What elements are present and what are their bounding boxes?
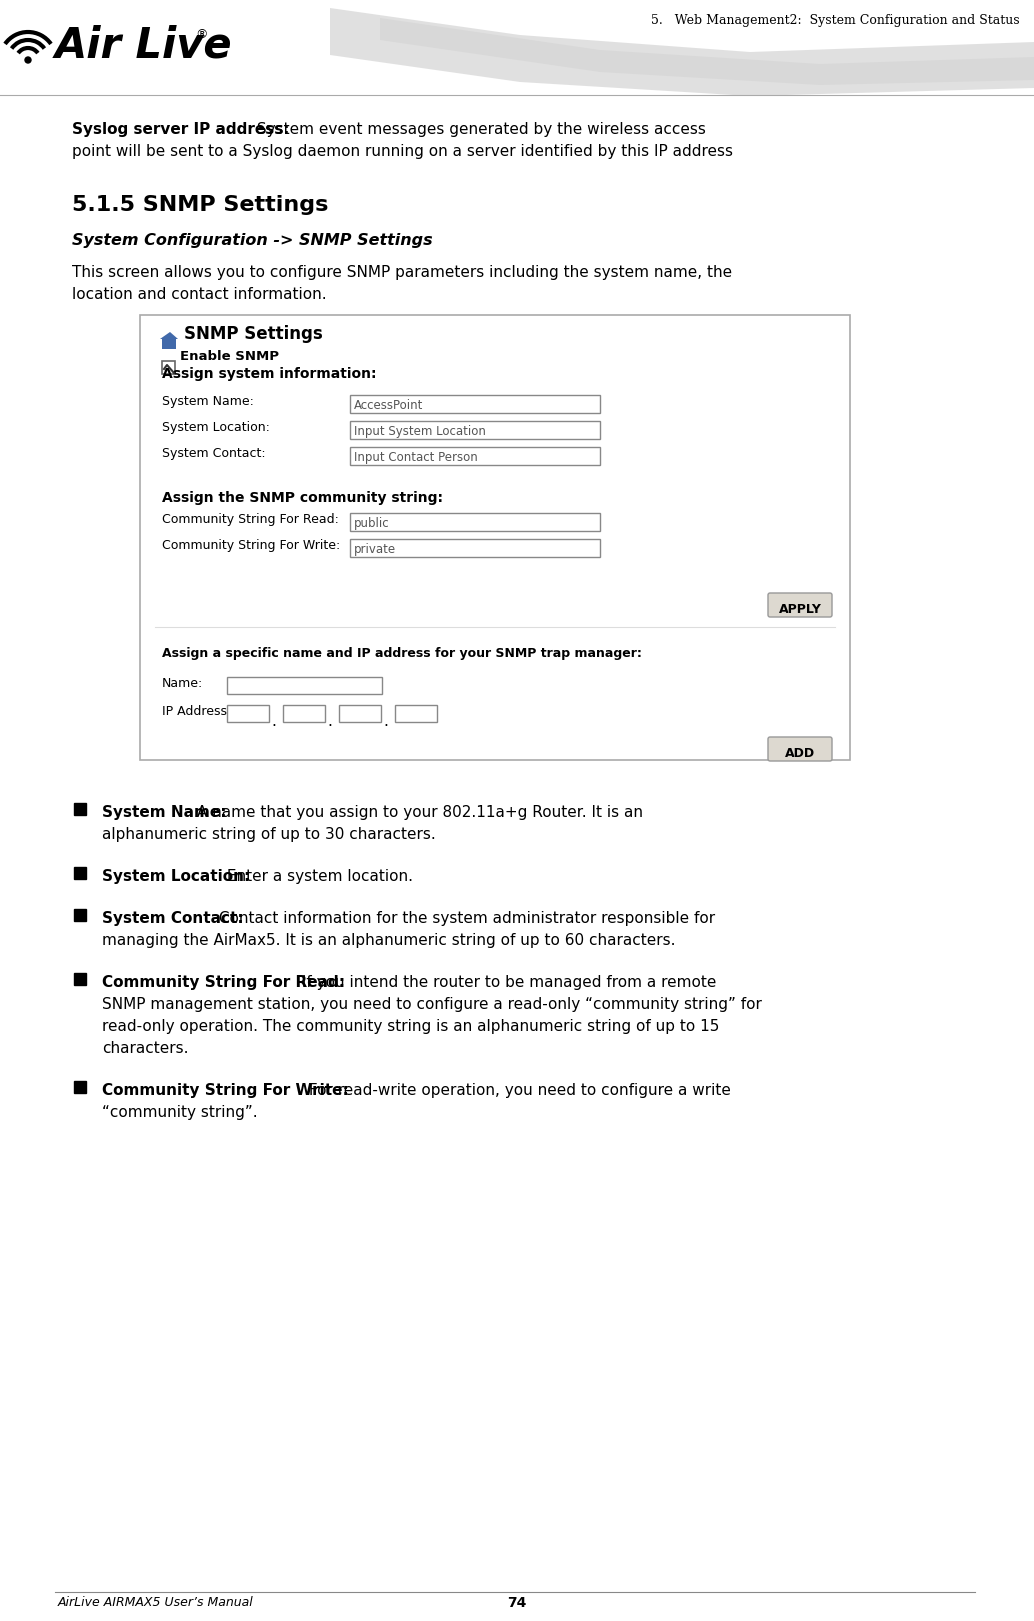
Text: Assign system information:: Assign system information: — [162, 366, 376, 381]
Text: managing the AirMax5. It is an alphanumeric string of up to 60 characters.: managing the AirMax5. It is an alphanume… — [102, 934, 675, 948]
Text: Contact information for the system administrator responsible for: Contact information for the system admin… — [214, 911, 716, 926]
Text: ®: ® — [195, 28, 208, 41]
Bar — [162, 361, 175, 374]
Text: Syslog server IP address:: Syslog server IP address: — [72, 122, 290, 138]
Bar — [74, 973, 86, 986]
Text: Community String For Write:: Community String For Write: — [162, 540, 340, 553]
Text: AirLive AIRMAX5 User’s Manual: AirLive AIRMAX5 User’s Manual — [58, 1597, 253, 1610]
Text: read-only operation. The community string is an alphanumeric string of up to 15: read-only operation. The community strin… — [102, 1020, 720, 1034]
Bar — [162, 339, 176, 349]
Polygon shape — [330, 8, 1034, 96]
Bar — [74, 802, 86, 815]
Text: Enable SNMP: Enable SNMP — [180, 350, 279, 363]
Text: Enter a system location.: Enter a system location. — [222, 869, 413, 883]
Bar — [339, 705, 381, 721]
Text: point will be sent to a Syslog daemon running on a server identified by this IP : point will be sent to a Syslog daemon ru… — [72, 144, 733, 159]
Text: Input System Location: Input System Location — [354, 425, 486, 438]
Text: Air Live: Air Live — [55, 24, 233, 66]
Bar — [349, 512, 600, 532]
Bar — [227, 678, 382, 694]
Text: System Location:: System Location: — [162, 421, 270, 434]
Text: location and contact information.: location and contact information. — [72, 287, 327, 302]
Text: Assign a specific name and IP address for your SNMP trap manager:: Assign a specific name and IP address fo… — [162, 647, 642, 660]
Text: System Contact:: System Contact: — [102, 911, 244, 926]
Bar — [74, 867, 86, 879]
Text: System event messages generated by the wireless access: System event messages generated by the w… — [252, 122, 706, 138]
Bar — [74, 1081, 86, 1093]
Bar — [140, 314, 850, 760]
Text: Community String For Read:: Community String For Read: — [162, 512, 339, 525]
Text: .: . — [271, 713, 276, 729]
Text: characters.: characters. — [102, 1041, 188, 1055]
Bar — [349, 540, 600, 558]
Polygon shape — [160, 332, 178, 339]
Text: IP Address:: IP Address: — [162, 705, 232, 718]
Text: .: . — [383, 713, 388, 729]
Text: private: private — [354, 543, 396, 556]
Text: “community string”.: “community string”. — [102, 1106, 257, 1120]
Text: ADD: ADD — [785, 747, 815, 760]
Text: 5.1.5 SNMP Settings: 5.1.5 SNMP Settings — [72, 195, 329, 216]
Text: If you intend the router to be managed from a remote: If you intend the router to be managed f… — [297, 974, 717, 990]
Circle shape — [25, 57, 31, 63]
Text: SNMP management station, you need to configure a read-only “community string” fo: SNMP management station, you need to con… — [102, 997, 762, 1012]
Text: Community String For Read:: Community String For Read: — [102, 974, 345, 990]
Text: public: public — [354, 517, 390, 530]
Polygon shape — [381, 18, 1034, 84]
Bar — [349, 447, 600, 465]
Text: .: . — [327, 713, 332, 729]
Bar — [74, 909, 86, 921]
Text: Name:: Name: — [162, 678, 204, 691]
Text: This screen allows you to configure SNMP parameters including the system name, t: This screen allows you to configure SNMP… — [72, 264, 732, 280]
Text: Input Contact Person: Input Contact Person — [354, 451, 478, 464]
Text: 5.   Web Management2:  System Configuration and Status: 5. Web Management2: System Configuration… — [651, 15, 1020, 28]
Text: System Configuration -> SNMP Settings: System Configuration -> SNMP Settings — [72, 233, 432, 248]
Bar — [349, 421, 600, 439]
Bar — [395, 705, 437, 721]
Bar — [283, 705, 325, 721]
Text: System Name:: System Name: — [162, 396, 254, 408]
Text: Community String For Write:: Community String For Write: — [102, 1083, 348, 1097]
FancyBboxPatch shape — [768, 738, 832, 760]
Text: A name that you assign to your 802.11a+g Router. It is an: A name that you assign to your 802.11a+g… — [192, 806, 643, 820]
Text: AccessPoint: AccessPoint — [354, 399, 423, 412]
Text: Assign the SNMP community string:: Assign the SNMP community string: — [162, 491, 443, 506]
Bar — [227, 705, 269, 721]
Text: System Location:: System Location: — [102, 869, 250, 883]
Text: For read-write operation, you need to configure a write: For read-write operation, you need to co… — [304, 1083, 731, 1097]
Text: alphanumeric string of up to 30 characters.: alphanumeric string of up to 30 characte… — [102, 827, 435, 841]
Text: SNMP Settings: SNMP Settings — [184, 324, 323, 344]
Text: APPLY: APPLY — [779, 603, 821, 616]
Text: System Name:: System Name: — [102, 806, 226, 820]
FancyBboxPatch shape — [768, 593, 832, 618]
Text: System Contact:: System Contact: — [162, 447, 266, 460]
Text: 74: 74 — [508, 1597, 526, 1610]
Bar — [349, 396, 600, 413]
